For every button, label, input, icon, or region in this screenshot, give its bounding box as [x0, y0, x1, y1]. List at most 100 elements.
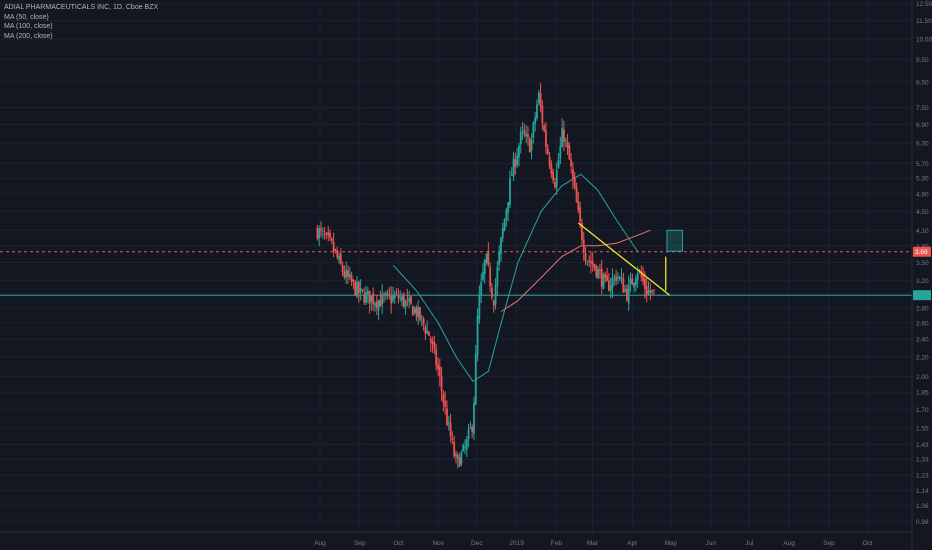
candle-body: [534, 117, 537, 124]
candle-body: [635, 278, 637, 285]
candle-body: [438, 366, 441, 377]
candle-body: [485, 253, 488, 263]
candle-body: [568, 145, 571, 160]
x-tick-label: May: [665, 540, 678, 547]
candle-body: [449, 422, 452, 437]
candle-body: [590, 260, 592, 264]
x-tick-label: Dec: [471, 540, 483, 547]
candle-body: [617, 276, 619, 279]
candle-body: [505, 209, 508, 221]
candle-body: [613, 275, 616, 277]
candle-body: [528, 138, 531, 153]
candle-body: [456, 455, 459, 459]
candle-body: [478, 294, 481, 319]
x-tick-label: Oct: [393, 540, 403, 547]
candle-body: [615, 276, 618, 282]
y-tick-label: 8.50: [916, 80, 929, 87]
candle-body: [622, 277, 625, 293]
candle-body: [404, 300, 407, 307]
candle-body: [624, 289, 627, 291]
y-tick-label: 1.55: [916, 426, 929, 433]
candle-body: [627, 284, 630, 304]
x-tick-label: Oct: [862, 540, 872, 547]
candle-body: [527, 134, 529, 138]
candle-body: [474, 354, 477, 405]
candle-body: [402, 294, 405, 307]
candle-body: [550, 164, 553, 174]
y-tick-label: 2.40: [916, 337, 929, 344]
trendline: [577, 222, 670, 296]
candle-body: [343, 271, 346, 278]
candle-body: [575, 187, 578, 203]
candle-body: [392, 296, 394, 302]
candle-body: [345, 270, 348, 278]
y-tick-label: 0.98: [916, 519, 929, 526]
candle-body: [316, 227, 319, 239]
candle-body: [602, 274, 605, 289]
price-axis[interactable]: 12.50 11.50 10.50 9.50 8.50 7.50 6.90 6.30 5.70 5…: [911, 0, 932, 550]
candle-body: [476, 316, 479, 355]
candle-body: [516, 155, 519, 165]
candle-body: [426, 330, 429, 334]
ma-50-legend[interactable]: MA (50, close): [4, 13, 49, 21]
candle-body: [442, 393, 445, 403]
x-tick-label: Sep: [823, 540, 835, 547]
candle-body: [525, 133, 528, 137]
time-axis[interactable]: Aug Sep Oct Nov Dec 2019 Feb Mar Apr May Jun Jul Aug…: [0, 531, 912, 547]
candle-body: [410, 296, 412, 304]
candle-body: [332, 242, 335, 252]
candle-body: [435, 348, 438, 366]
candle-body: [417, 306, 420, 317]
candle-body: [581, 223, 583, 240]
y-tick-label: 11.50: [916, 18, 932, 25]
y-tick-label: 9.50: [916, 57, 929, 64]
candle-body: [600, 268, 603, 287]
candle-body: [325, 233, 328, 234]
x-tick-label: Aug: [314, 540, 326, 547]
symbol-title[interactable]: ADIAL PHARMACEUTICALS INC, 1D, Cboe BZX: [4, 4, 159, 11]
ma-200-legend[interactable]: MA (200, close): [4, 32, 53, 40]
candle-body: [386, 292, 389, 294]
drawings[interactable]: [577, 222, 683, 296]
ma-100-legend[interactable]: MA (100, close): [4, 23, 53, 30]
x-tick-label: Mar: [587, 540, 599, 547]
x-tick-label: Jul: [745, 540, 754, 547]
candle-body: [582, 239, 585, 253]
candle-body: [530, 139, 533, 151]
candle-body: [636, 273, 639, 281]
candle-body: [451, 438, 454, 440]
candle-body: [480, 282, 483, 295]
candle-body: [473, 402, 475, 434]
candle-body: [323, 233, 326, 235]
candle-body: [545, 130, 547, 148]
candle-body: [543, 125, 546, 132]
y-tick-label: 1.06: [916, 503, 929, 510]
candle-body: [591, 261, 594, 265]
y-tick-label: 6.90: [916, 122, 929, 129]
candle-body: [500, 237, 502, 255]
x-tick-label: Sep: [354, 540, 366, 547]
candle-body: [609, 285, 612, 292]
candle-body: [566, 142, 569, 148]
candle-body: [604, 274, 607, 278]
candle-body: [501, 228, 504, 239]
candle-body: [629, 279, 632, 284]
candle-body: [519, 131, 522, 145]
candle-body: [433, 342, 436, 349]
candle-body: [453, 441, 456, 456]
candle-body: [509, 178, 511, 205]
candle-body: [366, 290, 369, 294]
candle-body: [447, 422, 450, 424]
candle-body: [653, 289, 655, 291]
candle-body: [336, 250, 339, 258]
candle-body: [440, 376, 443, 391]
candle-body: [489, 267, 492, 287]
candle-body: [395, 292, 398, 294]
candle-body: [374, 303, 376, 306]
candle-body: [437, 364, 439, 370]
candle-body: [482, 271, 484, 280]
candle-body: [458, 457, 461, 467]
candle-body: [539, 92, 542, 107]
